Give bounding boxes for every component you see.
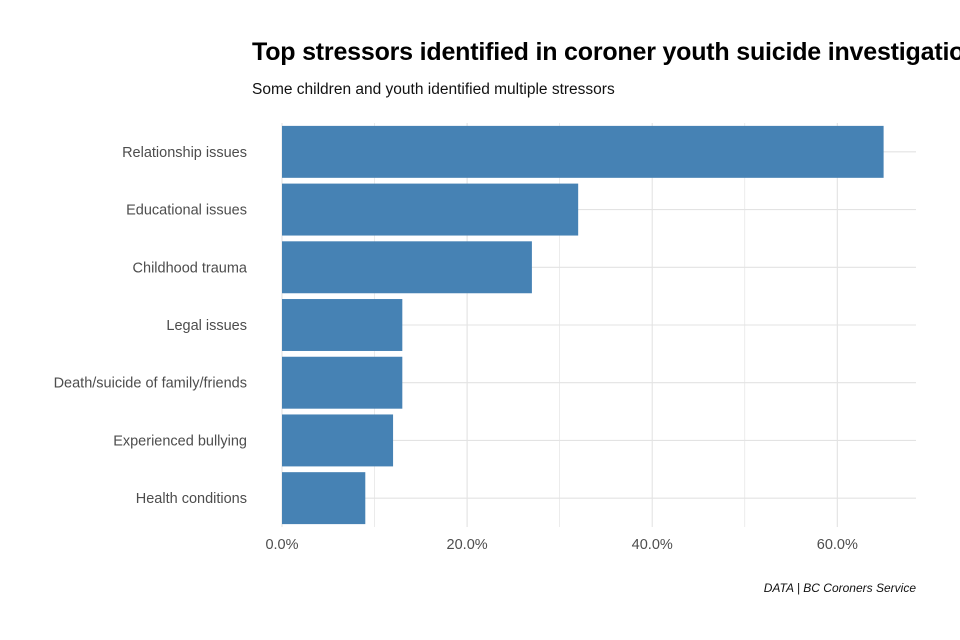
y-tick-label: Death/suicide of family/friends [54, 376, 247, 392]
y-tick-label: Childhood trauma [133, 260, 248, 276]
x-axis-labels: 0.0% 20.0% 40.0% 60.0% [265, 537, 858, 553]
x-tick-label: 0.0% [265, 537, 298, 553]
chart-caption: DATA | BC Coroners Service [763, 581, 916, 595]
y-tick-label: Health conditions [136, 491, 247, 507]
chart-title: Top stressors identified in coroner yout… [252, 38, 960, 66]
chart-subtitle: Some children and youth identified multi… [252, 81, 615, 98]
x-tick-label: 60.0% [817, 537, 858, 553]
bar [282, 241, 532, 294]
x-tick-label: 20.0% [447, 537, 488, 553]
bar [282, 472, 366, 525]
y-tick-label: Legal issues [166, 318, 247, 334]
y-tick-label: Experienced bullying [113, 433, 247, 449]
y-axis-labels: Relationship issues Educational issues Chi… [54, 145, 248, 507]
bar [282, 414, 394, 467]
y-tick-label: Relationship issues [122, 145, 247, 161]
bars [282, 125, 884, 525]
x-tick-label: 40.0% [632, 537, 673, 553]
bar [282, 299, 403, 351]
bar [282, 125, 884, 178]
bar [282, 183, 579, 236]
y-tick-label: Educational issues [126, 203, 247, 219]
bar [282, 356, 403, 409]
